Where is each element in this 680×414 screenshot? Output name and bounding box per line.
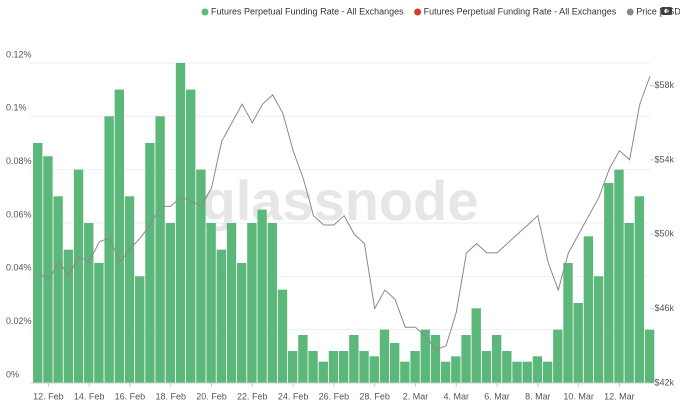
bar: [216, 249, 226, 383]
bar: [114, 89, 125, 383]
bar: [644, 329, 655, 383]
bar: [502, 350, 512, 383]
x-tick-label: 2. Mar: [403, 391, 429, 401]
bar: [430, 334, 441, 383]
bar: [451, 356, 461, 383]
y2-tick-label: $54k: [654, 154, 674, 164]
bar: [624, 222, 634, 383]
x-tick-label: 14. Feb: [74, 391, 105, 401]
x-tick-label: 22. Feb: [237, 391, 268, 401]
y-tick-label: 0.06%: [6, 209, 32, 219]
legend-dot: [626, 8, 634, 16]
bar: [471, 308, 481, 383]
x-tick-label: 12. Mar: [604, 391, 635, 401]
y2-tick-label: $42k: [654, 377, 674, 387]
bar: [84, 222, 94, 383]
x-tick-label: 4. Mar: [443, 391, 469, 401]
bar: [563, 262, 573, 383]
bar: [94, 262, 104, 383]
y2-tick-label: $58k: [654, 80, 674, 90]
bar: [287, 350, 298, 383]
bar: [634, 196, 645, 383]
bar: [104, 116, 114, 383]
bar: [267, 222, 277, 383]
bar: [155, 116, 165, 383]
bar: [145, 142, 155, 383]
bar: [583, 236, 594, 383]
bar: [33, 142, 43, 383]
bar: [338, 350, 349, 383]
bar: [604, 182, 614, 383]
y-tick-label: 0.1%: [6, 103, 27, 113]
x-tick-label: 28. Feb: [359, 391, 390, 401]
bar: [379, 329, 390, 383]
bar: [196, 169, 206, 383]
legend-label: Futures Perpetual Funding Rate - All Exc…: [211, 6, 404, 16]
bar: [410, 350, 420, 383]
x-tick-label: 26. Feb: [319, 391, 350, 401]
bar: [553, 329, 563, 383]
bar: [257, 209, 267, 383]
bar: [481, 350, 492, 383]
x-tick-label: 12. Feb: [33, 391, 64, 401]
bar: [186, 89, 196, 383]
bar: [206, 222, 216, 383]
x-tick-label: 18. Feb: [155, 391, 186, 401]
x-tick-label: 20. Feb: [196, 391, 227, 401]
bar: [298, 334, 308, 383]
bar: [165, 222, 176, 383]
bar: [63, 249, 74, 383]
bar: [573, 302, 583, 383]
bar: [277, 289, 288, 383]
bar: [542, 361, 553, 383]
price-line: [37, 76, 651, 351]
camera-icon[interactable]: [661, 7, 672, 15]
bar: [400, 361, 410, 383]
bar: [175, 62, 186, 383]
legend-dot: [201, 8, 209, 16]
bar: [369, 356, 379, 383]
x-tick-label: 6. Mar: [484, 391, 510, 401]
y2-tick-label: $50k: [654, 229, 674, 239]
x-tick-label: 10. Mar: [563, 391, 594, 401]
x-tick-label: 16. Feb: [115, 391, 146, 401]
bar: [420, 329, 430, 383]
bar: [43, 156, 53, 383]
y-tick-label: 0.04%: [6, 263, 32, 273]
bar: [247, 222, 257, 383]
bar: [359, 350, 369, 383]
bar: [593, 276, 604, 383]
bar: [73, 169, 84, 383]
bar: [440, 361, 451, 383]
bar: [124, 196, 135, 383]
y-tick-label: 0%: [6, 369, 19, 379]
x-tick-label: 8. Mar: [525, 391, 551, 401]
watermark: glassnode: [202, 169, 479, 232]
legend-label: Futures Perpetual Funding Rate - All Exc…: [424, 6, 617, 16]
x-tick-label: 24. Feb: [278, 391, 309, 401]
bar: [53, 196, 63, 383]
y-tick-label: 0.12%: [6, 49, 32, 59]
bar: [532, 356, 543, 383]
bar: [512, 361, 522, 383]
bar: [237, 262, 247, 383]
y-tick-label: 0.08%: [6, 156, 32, 166]
legend-dot: [414, 8, 422, 16]
bar: [522, 361, 532, 383]
bar: [226, 222, 237, 383]
bar: [135, 276, 145, 383]
bar: [461, 334, 471, 383]
y2-tick-label: $46k: [654, 303, 674, 313]
bar: [349, 334, 359, 383]
legend-label: Price [USD]: [636, 6, 680, 16]
bar: [389, 342, 400, 383]
y-tick-label: 0.02%: [6, 316, 32, 326]
bar: [318, 361, 328, 383]
bar: [491, 334, 502, 383]
bar: [614, 169, 624, 383]
bar: [328, 350, 339, 383]
bar: [308, 350, 318, 383]
